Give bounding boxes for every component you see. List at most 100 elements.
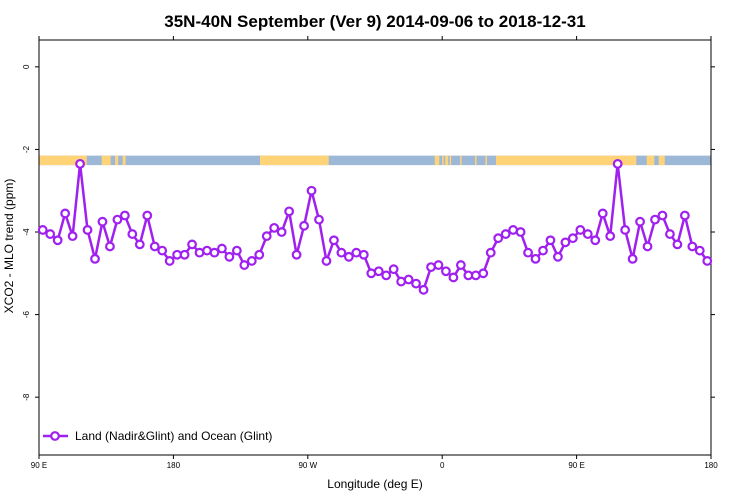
surface-band [39,155,711,166]
data-point [679,210,690,221]
y-tick-label: -8 [22,393,31,401]
data-point [231,245,242,256]
data-point [530,253,541,264]
data-point [433,260,444,270]
data-point [127,229,138,239]
y-tick-label: -2 [22,145,31,153]
data-point [224,251,235,262]
data-point [67,231,78,242]
data-point [314,214,324,225]
x-axis: 90 E 180 90 W 0 90 E 180 [31,36,718,470]
data-point [627,253,638,264]
data-point [52,235,63,246]
data-point [388,264,399,275]
land-segment [495,155,637,166]
data-point [575,225,586,235]
data-point [284,206,295,217]
land-segment [658,155,665,166]
x-tick-label: 90 E [568,461,584,470]
y-tick-label: -4 [22,228,31,236]
data-point [620,225,631,235]
data-point [418,284,429,295]
data-point [97,216,108,227]
data-point [411,278,421,289]
data-point [642,241,653,252]
land-segment [646,155,655,166]
y-tick-label: 0 [22,64,31,69]
data-point [157,245,168,256]
x-tick-label: 90 E [31,461,47,470]
x-tick-label: 180 [704,461,718,470]
data-point [321,256,332,266]
data-point [500,229,511,239]
data-point [75,158,85,169]
data-point [538,245,548,256]
data-point [306,185,317,196]
data-point [687,241,698,252]
data-point [441,266,451,277]
data-point [149,241,160,252]
data-point [657,210,668,221]
data-point [336,247,347,258]
data-point [134,239,145,250]
x-tick-label: 0 [440,461,445,470]
data-point [187,239,197,250]
data-point [269,222,280,233]
x-axis-label: Longitude (deg E) [327,477,422,491]
data-point [179,249,190,260]
data-point [142,210,153,221]
data-point [343,251,354,262]
land-segment [260,155,329,166]
land-segment [101,155,111,166]
land-segment [475,155,477,166]
chart-title: 35N-40N September (Ver 9) 2014-09-06 to … [164,12,585,31]
land-segment [460,155,462,166]
data-point [373,266,384,277]
data-point [515,227,526,237]
data-point [694,245,705,256]
data-point [45,229,56,239]
data-point [291,249,302,260]
data-point [448,272,459,283]
data-point [239,260,250,270]
y-axis-label: XCO2 - MLO trend (ppm) [2,179,16,314]
data-point [403,274,414,285]
data-point [60,208,71,219]
data-point [590,235,601,246]
data-point [567,233,578,244]
data-point [119,210,130,221]
land-segment [449,155,452,166]
data-point [493,233,504,244]
data-point [650,214,660,225]
data-point [209,247,220,258]
data-point [164,256,175,266]
legend-label: Land (Nadir&Glint) and Ocean (Glint) [75,429,272,443]
data-point [329,235,339,246]
land-segment [434,155,440,166]
land-segment [442,155,444,166]
data-point [478,268,489,279]
data-point [261,231,272,242]
data-point [702,256,713,266]
data-point [545,235,556,246]
data-point [381,270,392,281]
land-segment [122,155,126,166]
data-point [358,249,369,260]
legend: Land (Nadir&Glint) and Ocean (Glint) [43,429,272,443]
data-point [90,253,100,264]
y-axis: 0 -2 -4 -6 -8 [22,64,715,401]
data-point [299,220,309,231]
data-point [254,249,265,260]
x-tick-label: 180 [167,461,181,470]
land-segment [115,155,119,166]
data-point [605,231,616,242]
data-point [597,208,608,219]
data-point [635,216,645,227]
land-segment [445,155,449,166]
data-point [82,225,93,235]
land-segment [485,155,487,166]
data-point [523,247,533,258]
data-point [112,214,123,225]
data-point [276,227,287,237]
